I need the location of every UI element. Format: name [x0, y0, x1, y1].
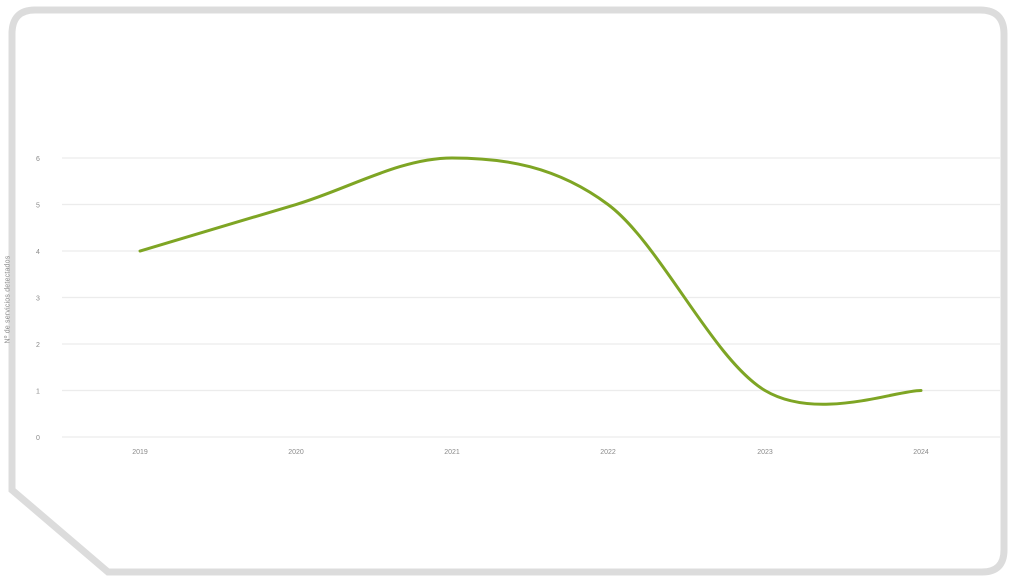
x-tick-label: 2019	[132, 449, 148, 456]
y-tick-label: 5	[36, 203, 40, 210]
gridlines	[62, 157, 1000, 438]
series-layer	[138, 156, 923, 406]
y-tick-label: 4	[36, 249, 40, 256]
y-tick-label: 0	[36, 435, 40, 442]
card-border	[8, 6, 1008, 576]
y-tick-label: 1	[36, 389, 40, 396]
x-tick-label: 2021	[444, 449, 460, 456]
y-tick-label: 2	[36, 342, 40, 349]
x-axis-ticks: 2019 2020 2021 2022 2023 2024	[132, 449, 929, 456]
x-tick-label: 2020	[288, 449, 304, 456]
y-axis-ticks: 0 1 2 3 4 5 6	[36, 156, 40, 442]
x-tick-label: 2024	[913, 449, 929, 456]
x-tick-label: 2023	[757, 449, 773, 456]
y-tick-label: 6	[36, 156, 40, 163]
y-axis-label: Nº de servicios detectados	[4, 255, 12, 344]
y-tick-label: 3	[36, 296, 40, 303]
series-line	[138, 156, 923, 406]
x-tick-label: 2022	[600, 449, 616, 456]
